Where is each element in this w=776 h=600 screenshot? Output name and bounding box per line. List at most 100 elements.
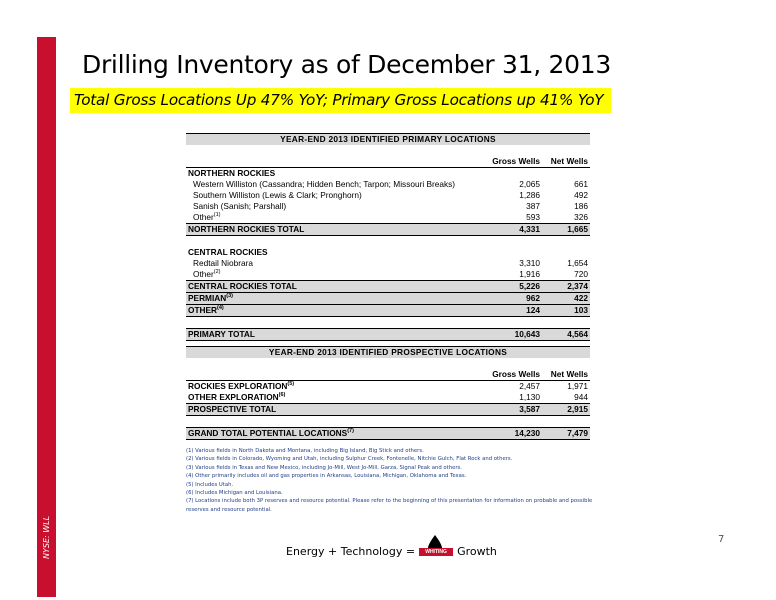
table-row: Western Williston (Cassandra; Hidden Ben…: [186, 179, 590, 190]
row-net: 1,654: [567, 258, 588, 268]
row-gross: 1,916: [519, 269, 540, 279]
row-gross: 3,310: [519, 258, 540, 268]
subtotal-net: 103: [542, 304, 590, 317]
row-name: Western Williston (Cassandra; Hidden Ben…: [193, 179, 456, 189]
row-net: 186: [574, 201, 588, 211]
subtotal-label: OTHER: [188, 305, 218, 315]
logo-wordmark: WHITING: [419, 548, 454, 556]
subtotal-gross: 124: [490, 304, 542, 317]
subtotal-net: 1,665: [542, 223, 590, 236]
row-gross: 1,286: [519, 190, 540, 200]
subtotal-net: 2,915: [542, 403, 590, 416]
subtotal-row: PERMIAN(3) 962 422: [186, 292, 590, 305]
subtotal-label-cell: PERMIAN(3): [186, 292, 491, 305]
brand-side-bar: [37, 37, 56, 597]
subtotal-row: OTHER(4) 124 103: [186, 304, 590, 317]
row-name: OTHER EXPLORATION: [188, 392, 279, 402]
table-row: ROCKIES EXPLORATION(5) 2,457 1,971: [186, 381, 590, 393]
column-header-gross: Gross Wells: [490, 369, 542, 381]
footnote: (1) Various fields in North Dakota and M…: [186, 448, 424, 454]
row-net: 492: [574, 190, 588, 200]
footnote-mark: (3): [226, 293, 233, 299]
grand-total-row: GRAND TOTAL POTENTIAL LOCATIONS(7) 14,23…: [186, 427, 590, 440]
row-net: 944: [574, 392, 588, 402]
table-row: Sanish (Sanish; Parshall) 387 186: [186, 201, 590, 212]
footnotes: (1) Various fields in North Dakota and M…: [186, 447, 606, 514]
row-gross: 387: [526, 201, 540, 211]
table-heading: YEAR-END 2013 IDENTIFIED PROSPECTIVE LOC…: [186, 346, 590, 358]
subtotal-gross: 5,226: [490, 280, 542, 293]
column-header-net: Net Wells: [542, 369, 590, 381]
subtotal-row: CENTRAL ROCKIES TOTAL 5,226 2,374: [186, 280, 590, 293]
row-name-cell: Other(1): [186, 212, 490, 224]
subtotal-net: 422: [542, 292, 590, 305]
total-gross: 10,643: [490, 328, 542, 341]
column-header-row: Gross Wells Net Wells: [186, 369, 590, 381]
section-label-row: NORTHERN ROCKIES: [186, 168, 590, 180]
row-name: Southern Williston (Lewis & Clark; Prong…: [193, 190, 362, 200]
subtotal-row: PROSPECTIVE TOTAL 3,587 2,915: [186, 403, 590, 416]
page-title: Drilling Inventory as of December 31, 20…: [82, 50, 611, 79]
footnote-mark: (4): [217, 305, 224, 311]
ticker-label: NYSE: WLL: [42, 515, 51, 559]
subtotal-gross: 962: [490, 292, 542, 305]
grand-total-gross: 14,230: [490, 427, 542, 440]
table-header-row: YEAR-END 2013 IDENTIFIED PRIMARY LOCATIO…: [186, 133, 590, 145]
footnote: (5) Includes Utah.: [186, 481, 234, 488]
primary-locations-table: YEAR-END 2013 IDENTIFIED PRIMARY LOCATIO…: [186, 133, 590, 341]
footer-tagline: Energy + Technology = WHITING Growth: [286, 535, 497, 567]
row-net: 720: [574, 269, 588, 279]
column-header-net: Net Wells: [542, 156, 590, 168]
subtotal-label-cell: OTHER(4): [186, 304, 491, 317]
row-name-cell: OTHER EXPLORATION(6): [186, 392, 490, 404]
row-name: Sanish (Sanish; Parshall): [193, 201, 287, 211]
column-header-row: Gross Wells Net Wells: [186, 156, 590, 168]
table-row: Other(2) 1,916 720: [186, 269, 590, 281]
row-gross: 1,130: [519, 392, 540, 402]
total-net: 4,564: [542, 328, 590, 341]
row-name: ROCKIES EXPLORATION: [188, 381, 288, 391]
row-net: 1,971: [567, 381, 588, 391]
section-label-row: CENTRAL ROCKIES: [186, 247, 590, 258]
row-gross: 593: [526, 212, 540, 222]
row-name: Redtail Niobrara: [193, 258, 253, 268]
subtotal-label: NORTHERN ROCKIES TOTAL: [186, 223, 491, 236]
row-gross: 2,065: [519, 179, 540, 189]
row-name: Other: [193, 212, 214, 222]
table-row: Southern Williston (Lewis & Clark; Prong…: [186, 190, 590, 201]
total-label: PRIMARY TOTAL: [186, 328, 491, 341]
section-central-rockies: CENTRAL ROCKIES: [188, 247, 268, 257]
grand-total-label: GRAND TOTAL POTENTIAL LOCATIONS: [188, 428, 348, 438]
subtotal-net: 2,374: [542, 280, 590, 293]
subtotal-label: CENTRAL ROCKIES TOTAL: [186, 280, 491, 293]
tagline-left: Energy + Technology =: [286, 544, 416, 558]
total-row: PRIMARY TOTAL 10,643 4,564: [186, 328, 590, 341]
row-name-cell: ROCKIES EXPLORATION(5): [186, 381, 490, 393]
subtotal-row: NORTHERN ROCKIES TOTAL 4,331 1,665: [186, 223, 590, 236]
table-header-row: YEAR-END 2013 IDENTIFIED PROSPECTIVE LOC…: [186, 346, 590, 358]
tagline-right: Growth: [457, 544, 497, 558]
table-row: OTHER EXPLORATION(6) 1,130 944: [186, 392, 590, 404]
table-row: Redtail Niobrara 3,310 1,654: [186, 258, 590, 269]
row-name-cell: Other(2): [186, 269, 490, 281]
footnote: (4) Other primarily includes oil and gas…: [186, 473, 467, 480]
whiting-logo: WHITING: [419, 535, 454, 567]
grand-total-net: 7,479: [542, 427, 590, 440]
footnote-mark: (7): [347, 428, 354, 434]
footnote: (3) Various fields in Texas and New Mexi…: [186, 464, 462, 471]
footnote-mark: (1): [213, 212, 221, 218]
subtotal-label: PROSPECTIVE TOTAL: [186, 403, 491, 416]
subtotal-gross: 3,587: [490, 403, 542, 416]
prospective-locations-table: YEAR-END 2013 IDENTIFIED PROSPECTIVE LOC…: [186, 346, 590, 440]
page-number: 7: [718, 534, 725, 545]
footnote: (6) Includes Michigan and Louisiana.: [186, 490, 283, 497]
footnote: (7) Locations include both 3P reserves a…: [186, 498, 593, 513]
row-gross: 2,457: [519, 381, 540, 391]
row-name: Other: [193, 269, 214, 279]
footnote-mark: (6): [278, 392, 286, 398]
row-net: 661: [574, 179, 588, 189]
footnote: (2) Various fields in Colorado, Wyoming …: [186, 456, 513, 463]
page-subtitle: Total Gross Locations Up 47% YoY; Primar…: [70, 88, 612, 113]
section-northern-rockies: NORTHERN ROCKIES: [188, 168, 276, 178]
subtotal-gross: 4,331: [490, 223, 542, 236]
